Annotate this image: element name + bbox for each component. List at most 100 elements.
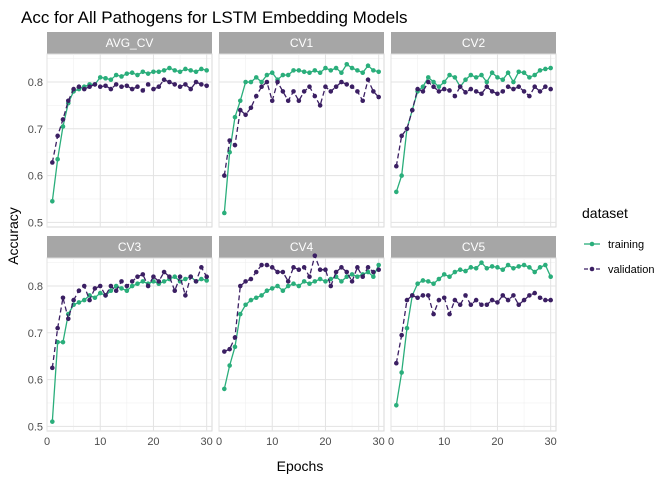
y-tick-label: 0.6: [28, 375, 43, 387]
validation-point: [463, 90, 468, 95]
validation-point: [269, 98, 275, 104]
validation-point: [97, 283, 103, 289]
validation-point: [291, 265, 296, 270]
validation-point: [409, 293, 415, 298]
validation-point: [193, 79, 199, 85]
x-tick-label: 10: [438, 436, 450, 448]
validation-point: [248, 276, 254, 282]
validation-point: [193, 279, 199, 284]
validation-point: [76, 288, 82, 294]
training-point: [404, 325, 410, 331]
x-tick-label: 0: [216, 436, 222, 448]
training-point: [425, 75, 431, 80]
validation-point: [60, 117, 66, 122]
training-point: [291, 68, 296, 73]
validation-point: [275, 79, 280, 85]
training-point: [312, 68, 318, 73]
training-point: [365, 63, 371, 68]
validation-point: [275, 269, 280, 275]
training-point: [500, 267, 506, 272]
training-point: [222, 386, 227, 392]
validation-point: [355, 89, 360, 94]
training-point: [452, 75, 458, 80]
panel-strip: [47, 32, 212, 54]
validation-point: [140, 88, 146, 93]
panel-strip: [47, 236, 212, 258]
validation-point: [463, 293, 468, 298]
validation-point: [479, 91, 484, 97]
validation-point: [161, 77, 167, 83]
training-point: [548, 65, 553, 71]
validation-point: [204, 274, 209, 280]
training-point: [301, 69, 307, 75]
training-point: [269, 286, 275, 291]
training-point: [371, 68, 376, 73]
validation-point: [436, 297, 442, 303]
validation-point: [500, 293, 506, 298]
training-point: [199, 66, 204, 72]
validation-point: [71, 86, 76, 92]
training-point: [457, 267, 463, 272]
training-point: [275, 283, 280, 289]
validation-point: [521, 89, 527, 94]
validation-point: [532, 290, 538, 296]
validation-point: [301, 265, 307, 270]
validation-point: [65, 98, 71, 104]
training-point: [323, 279, 328, 284]
validation-point: [50, 365, 55, 371]
training-point: [296, 68, 302, 73]
validation-point: [50, 160, 55, 165]
training-point: [532, 269, 538, 275]
validation-point: [415, 86, 420, 92]
training-point: [140, 69, 146, 75]
panel-avg-cv: AVG_CV 0.5 0.6 0.7 0.8: [28, 32, 213, 229]
validation-point: [140, 272, 146, 277]
validation-point: [425, 79, 431, 85]
y-tick-label: 0.7: [28, 124, 43, 136]
validation-point: [447, 311, 452, 317]
training-point: [436, 276, 442, 282]
training-point: [349, 65, 355, 71]
validation-point: [399, 332, 404, 338]
validation-point: [415, 295, 420, 301]
training-point: [119, 74, 124, 79]
validation-point: [479, 302, 484, 308]
training-point: [500, 77, 506, 83]
training-point: [339, 70, 344, 76]
validation-point: [537, 295, 543, 301]
panel-strip: [219, 32, 384, 54]
validation-point: [521, 297, 527, 303]
validation-point: [81, 86, 87, 92]
validation-point: [317, 267, 323, 272]
training-point: [339, 279, 344, 284]
validation-point: [452, 297, 458, 303]
training-point: [135, 72, 140, 78]
validation-point: [441, 86, 447, 92]
validation-point: [145, 82, 151, 87]
chart-title: Acc for All Pathogens for LSTM Embedding…: [21, 8, 407, 27]
y-tick-label: 0.8: [28, 281, 43, 293]
validation-point: [376, 267, 381, 272]
training-point: [521, 70, 527, 76]
training-point: [516, 264, 522, 269]
validation-point: [404, 297, 410, 303]
validation-point: [135, 84, 140, 90]
training-point: [344, 61, 350, 67]
training-point: [151, 69, 156, 75]
y-tick-label: 0.7: [28, 328, 43, 340]
validation-point: [129, 86, 135, 92]
training-point: [248, 297, 254, 303]
validation-point: [55, 133, 60, 139]
training-point: [280, 288, 286, 294]
training-point: [355, 68, 360, 73]
validation-point: [505, 297, 511, 303]
training-point: [264, 288, 270, 294]
validation-point: [227, 138, 232, 143]
legend-title: dataset: [582, 205, 628, 221]
validation-point: [97, 84, 103, 90]
y-axis-label: Accuracy: [5, 207, 21, 265]
validation-point: [291, 89, 296, 94]
validation-point: [296, 98, 302, 104]
legend-key-point-validation: [589, 266, 595, 272]
validation-point: [307, 84, 312, 90]
